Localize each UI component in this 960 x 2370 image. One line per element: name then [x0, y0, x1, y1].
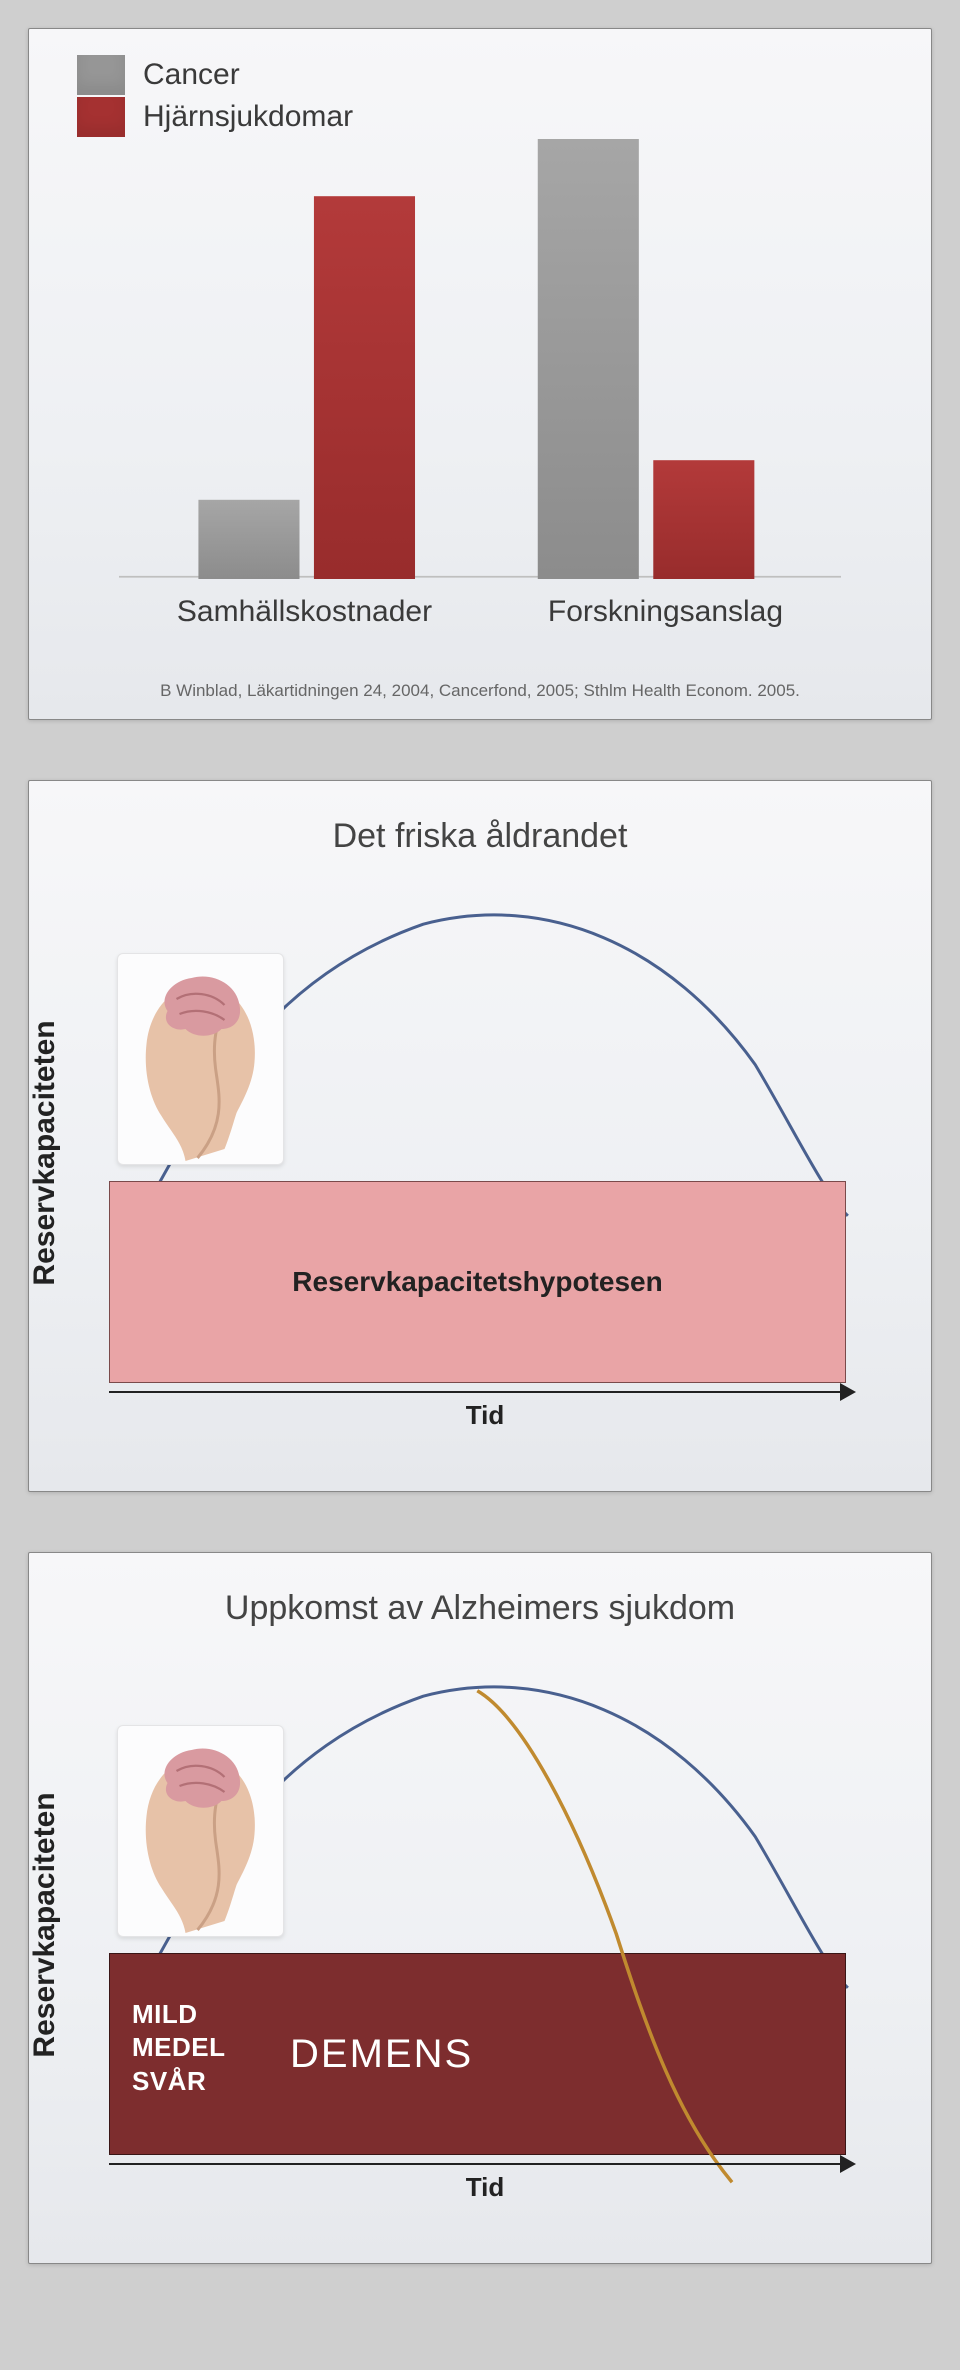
- x-axis-arrow-icon: [840, 1383, 856, 1401]
- panel-title: Uppkomst av Alzheimers sjukdom: [29, 1589, 931, 1628]
- legend-item: Hjärnsjukdomar: [77, 97, 353, 137]
- band-label: Reservkapacitetshypotesen: [292, 1266, 662, 1298]
- cost-vs-funding-bar-chart: Cancer Hjärnsjukdomar: [28, 28, 932, 720]
- x-axis-arrow-icon: [840, 2155, 856, 2173]
- legend-swatch-brain: [77, 97, 125, 137]
- legend-label: Cancer: [143, 58, 240, 92]
- legend-swatch-cancer: [77, 55, 125, 95]
- brain-head-illustration: [117, 953, 284, 1165]
- y-axis-label: Reservkapaciteten: [28, 1020, 62, 1285]
- bar-cancer-funding: [538, 139, 639, 579]
- x-axis: [109, 1391, 846, 1393]
- bar-chart-svg: [119, 139, 841, 579]
- chart-plot-area: [119, 139, 841, 579]
- head-icon: [118, 954, 283, 1164]
- reserve-hypothesis-band: Reservkapacitetshypotesen: [109, 1181, 846, 1383]
- plot-area: MILD MEDEL SVÅR DEMENS Tid: [99, 1653, 871, 2193]
- plot-area: Reservkapacitetshypotesen Tid: [99, 881, 871, 1421]
- panel-title: Det friska åldrandet: [29, 817, 931, 856]
- healthy-aging-diagram: Det friska åldrandet Reservkapaciteten R…: [28, 780, 932, 1492]
- bar-brain-cost: [314, 196, 415, 579]
- y-axis-label: Reservkapaciteten: [28, 1792, 62, 2057]
- legend-item: Cancer: [77, 55, 353, 95]
- category-label: Forskningsanslag: [548, 595, 783, 629]
- alzheimers-decline-curve: [477, 1691, 732, 2182]
- x-axis: [109, 2163, 846, 2165]
- bar-brain-funding: [653, 460, 754, 579]
- category-label: Samhällskostnader: [177, 595, 432, 629]
- legend-label: Hjärnsjukdomar: [143, 100, 353, 134]
- x-axis-label: Tid: [99, 1400, 871, 1431]
- disease-curve-svg: [99, 1653, 871, 2193]
- bar-cancer-cost: [198, 500, 299, 579]
- alzheimers-diagram: Uppkomst av Alzheimers sjukdom Reservkap…: [28, 1552, 932, 2264]
- x-axis-labels: Samhällskostnader Forskningsanslag: [119, 595, 841, 629]
- legend: Cancer Hjärnsjukdomar: [77, 53, 353, 139]
- citation: B Winblad, Läkartidningen 24, 2004, Canc…: [29, 681, 931, 701]
